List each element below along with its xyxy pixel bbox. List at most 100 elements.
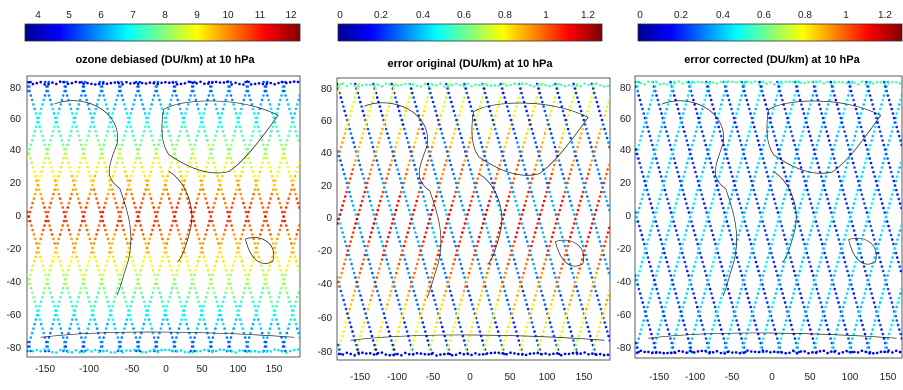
swath-marker: [722, 94, 726, 97]
polar-marker: [66, 82, 70, 86]
swath-marker: [279, 161, 283, 164]
swath-marker: [556, 91, 560, 95]
swath-marker: [181, 179, 184, 182]
swath-marker: [570, 141, 574, 144]
polar-marker: [357, 351, 360, 355]
swath-marker: [62, 210, 66, 214]
swath-marker: [553, 145, 557, 149]
polar-marker: [58, 80, 62, 83]
swath-marker: [430, 96, 434, 99]
swath-marker: [503, 145, 507, 149]
polar-marker: [478, 353, 481, 356]
swath-marker: [30, 269, 33, 272]
swath-marker: [729, 296, 732, 300]
swath-marker: [129, 125, 132, 129]
y-tick: 80: [620, 83, 632, 94]
swath-marker: [298, 94, 300, 97]
swath-marker: [168, 134, 171, 138]
swath-marker: [234, 318, 238, 321]
swath-marker: [493, 253, 496, 257]
swath-marker: [465, 285, 469, 288]
swath-marker: [287, 295, 290, 299]
swath-marker: [533, 298, 536, 302]
swath-marker: [271, 304, 275, 308]
swath-marker: [241, 327, 244, 330]
y-tick: -20: [617, 244, 632, 255]
swath-marker: [517, 96, 521, 99]
swath-marker: [544, 240, 547, 243]
swath-marker: [289, 318, 293, 321]
swath-marker: [796, 220, 800, 223]
swath-marker: [149, 233, 153, 236]
swath-marker: [571, 145, 575, 149]
swath-marker: [785, 125, 788, 129]
polar-marker: [249, 83, 253, 86]
swath-marker: [134, 224, 137, 227]
swath-marker: [351, 330, 354, 333]
swath-marker: [188, 98, 191, 102]
polar-marker: [261, 350, 265, 354]
swath-marker: [108, 242, 111, 245]
swath-marker: [211, 156, 214, 160]
swath-marker: [580, 177, 584, 180]
swath-marker: [110, 242, 114, 245]
swath-marker: [276, 237, 279, 241]
swath-marker: [447, 280, 450, 284]
swath-marker: [685, 202, 688, 205]
swath-marker: [594, 289, 598, 293]
swath-marker: [126, 313, 130, 317]
swath-marker: [397, 199, 400, 203]
swath-marker: [142, 107, 146, 111]
swath-marker: [351, 168, 355, 171]
swath-marker: [384, 253, 387, 257]
swath-marker: [440, 258, 443, 261]
swath-marker: [423, 298, 427, 302]
swath-marker: [512, 321, 515, 324]
swath-marker: [502, 150, 505, 153]
swath-marker: [709, 98, 713, 102]
swath-marker: [382, 123, 386, 126]
swath-marker: [431, 226, 434, 230]
swath-marker: [339, 339, 343, 342]
swath-marker: [157, 224, 161, 227]
swath-marker: [448, 289, 452, 293]
swath-marker: [828, 332, 831, 336]
swath-marker: [429, 150, 433, 153]
swath-marker: [690, 220, 693, 223]
swath-marker: [56, 242, 59, 245]
polar-marker: [121, 351, 124, 354]
swath-marker: [579, 199, 582, 203]
polar-marker: [407, 82, 411, 86]
swath-marker: [92, 188, 96, 191]
x-tick: -50: [426, 372, 441, 383]
swath-marker: [71, 251, 75, 254]
swath-marker: [606, 204, 610, 207]
swath-marker: [188, 206, 192, 209]
swath-marker: [736, 193, 739, 196]
polar-marker: [388, 353, 392, 357]
swath-marker: [421, 177, 425, 180]
swath-marker: [181, 313, 185, 317]
swath-marker: [553, 339, 557, 342]
swath-marker: [120, 94, 124, 97]
swath-marker: [600, 118, 604, 122]
swath-marker: [538, 154, 541, 158]
swath-marker: [555, 217, 559, 221]
swath-marker: [69, 197, 72, 200]
swath-marker: [346, 123, 349, 126]
swath-marker: [573, 348, 577, 351]
swath-marker: [540, 208, 543, 212]
swath-marker: [266, 94, 269, 97]
swath-marker: [781, 139, 784, 142]
swath-marker: [811, 337, 815, 340]
y-axis-ticks: 80 60 40 20 0 -20 -40 -60 -80: [7, 83, 22, 354]
colorbar-tick: 1: [843, 10, 849, 21]
swath-marker: [586, 240, 589, 243]
swath-marker: [197, 107, 200, 111]
x-tick: 0: [163, 364, 169, 375]
swath-marker: [534, 294, 537, 297]
swath-marker: [395, 334, 399, 338]
swath-marker: [375, 159, 379, 162]
swath-marker: [50, 197, 54, 200]
swath-marker: [514, 199, 517, 203]
